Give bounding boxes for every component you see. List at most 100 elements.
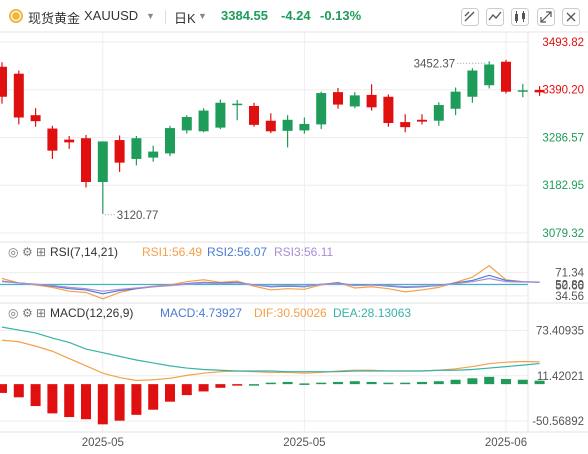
close-icon[interactable] (562, 8, 580, 26)
macd-bar (30, 384, 41, 407)
chevron-down-icon[interactable]: ▼ (146, 11, 155, 21)
macd-line-dea (1, 326, 540, 373)
rsi3-value: RSI3:56.11 (274, 245, 334, 259)
settings-icon[interactable]: ⚙ (22, 306, 33, 320)
macd-bar (282, 381, 293, 385)
x-tick-label: 2025-06 (485, 437, 527, 449)
macd-bar (400, 382, 411, 385)
y-tick-label: 34.56 (555, 291, 584, 303)
y-tick-label: 3286.57 (542, 133, 584, 145)
macd-bar (0, 384, 7, 393)
candle-body (131, 138, 142, 159)
macd-bar (383, 382, 394, 385)
candle-body (316, 93, 327, 125)
macd-bar (249, 384, 259, 386)
macd-bar (433, 381, 444, 385)
candle-body (97, 141, 108, 182)
macd-bar (349, 381, 360, 385)
macd-value: MACD:4.73927 (160, 306, 243, 320)
macd-title: MACD(12,26,9) (50, 306, 134, 320)
rsi1-value: RSI1:56.49 (142, 245, 203, 259)
macd-bar (131, 384, 142, 415)
candle-body (265, 120, 276, 132)
candle-body (517, 90, 528, 92)
price-change: -4.24 (281, 8, 311, 23)
gold-coin-icon (9, 9, 23, 23)
annotation-low: 3120.77 (117, 210, 159, 222)
candle-body (232, 103, 243, 106)
y-tick-label: 3390.20 (542, 85, 584, 97)
y-tick-label: 52.80 (555, 279, 584, 291)
y-tick-label: 71.34 (555, 268, 584, 280)
indicator-icon[interactable] (486, 8, 504, 26)
macd-bar (265, 382, 276, 385)
macd-bar (534, 380, 545, 385)
macd-bar (450, 379, 461, 385)
period-selector[interactable]: 日K (174, 11, 196, 26)
macd-bar (97, 384, 108, 425)
macd-bar (316, 382, 327, 385)
y-tick-label: 3493.82 (542, 37, 584, 49)
candle-style-icon[interactable] (511, 8, 529, 26)
rsi-line-rsi3 (1, 277, 540, 292)
candle-body (13, 73, 24, 118)
chevron-down-icon[interactable]: ▼ (198, 11, 207, 21)
macd-bar (232, 384, 243, 386)
divider (165, 10, 166, 24)
info-icon[interactable]: ⊞ (36, 245, 47, 259)
candle-body (64, 139, 75, 143)
info-icon[interactable]: ⊞ (36, 306, 47, 320)
rsi-title: RSI(7,14,21) (50, 245, 119, 259)
candle-body (501, 61, 511, 92)
macd-bar (81, 384, 91, 420)
eye-icon[interactable]: ◎ (8, 245, 19, 259)
macd-bar (13, 384, 24, 398)
macd-bar (114, 384, 125, 421)
macd-bar (198, 384, 209, 392)
expand-icon[interactable] (537, 8, 555, 26)
symbol-name: 现货黄金 (28, 11, 81, 26)
candle-body (484, 64, 495, 86)
candle-body (450, 91, 461, 109)
y-tick-label: 3182.95 (542, 180, 584, 192)
settings-icon[interactable]: ⚙ (22, 245, 33, 259)
macd-line-dif (1, 339, 540, 382)
y-tick-label: 3079.32 (542, 228, 584, 240)
dea-value: DEA:28.13063 (333, 306, 412, 320)
macd-bar (64, 384, 75, 418)
macd-bar (165, 384, 175, 402)
candle-body (198, 110, 209, 132)
y-tick-label: 73.40935 (536, 325, 584, 337)
macd-bar (366, 381, 377, 385)
candle-body (299, 123, 310, 131)
candle-body (383, 96, 394, 124)
candle-body (433, 105, 444, 121)
candle-body (282, 119, 293, 131)
symbol-code[interactable]: XAUUSD (84, 8, 139, 23)
candle-body (30, 115, 41, 122)
annotation-high: 3452.37 (414, 58, 456, 70)
price-change-pct: -0.13% (320, 8, 362, 23)
candle-body (114, 140, 125, 163)
candle-body (366, 94, 377, 108)
macd-bar (417, 381, 427, 385)
toolbar: 现货黄金 XAUUSD ▼ 日K ▼ 3384.55 -4.24 -0.13% (0, 0, 588, 32)
x-tick-label: 2025-05 (283, 437, 325, 449)
macd-bar (467, 378, 478, 385)
draw-tool-icon[interactable] (461, 8, 479, 26)
candle-body (47, 128, 58, 151)
eye-icon[interactable]: ◎ (8, 306, 19, 320)
candle-body (333, 92, 343, 105)
candle-body (534, 89, 545, 93)
candle-body (349, 95, 360, 107)
macd-bar (484, 376, 495, 385)
candle-body (0, 66, 7, 97)
rsi-legend: ◎ ⚙ ⊞ RSI(7,14,21) RSI1:56.49 RSI2:56.07… (0, 245, 400, 263)
macd-bar (181, 384, 192, 396)
rsi2-value: RSI2:56.07 (207, 245, 268, 259)
macd-legend: ◎ ⚙ ⊞ MACD(12,26,9) MACD:4.73927 DIF:30.… (0, 306, 460, 324)
candle-body (249, 105, 259, 125)
macd-bar (299, 383, 310, 385)
candle-body (81, 138, 91, 182)
